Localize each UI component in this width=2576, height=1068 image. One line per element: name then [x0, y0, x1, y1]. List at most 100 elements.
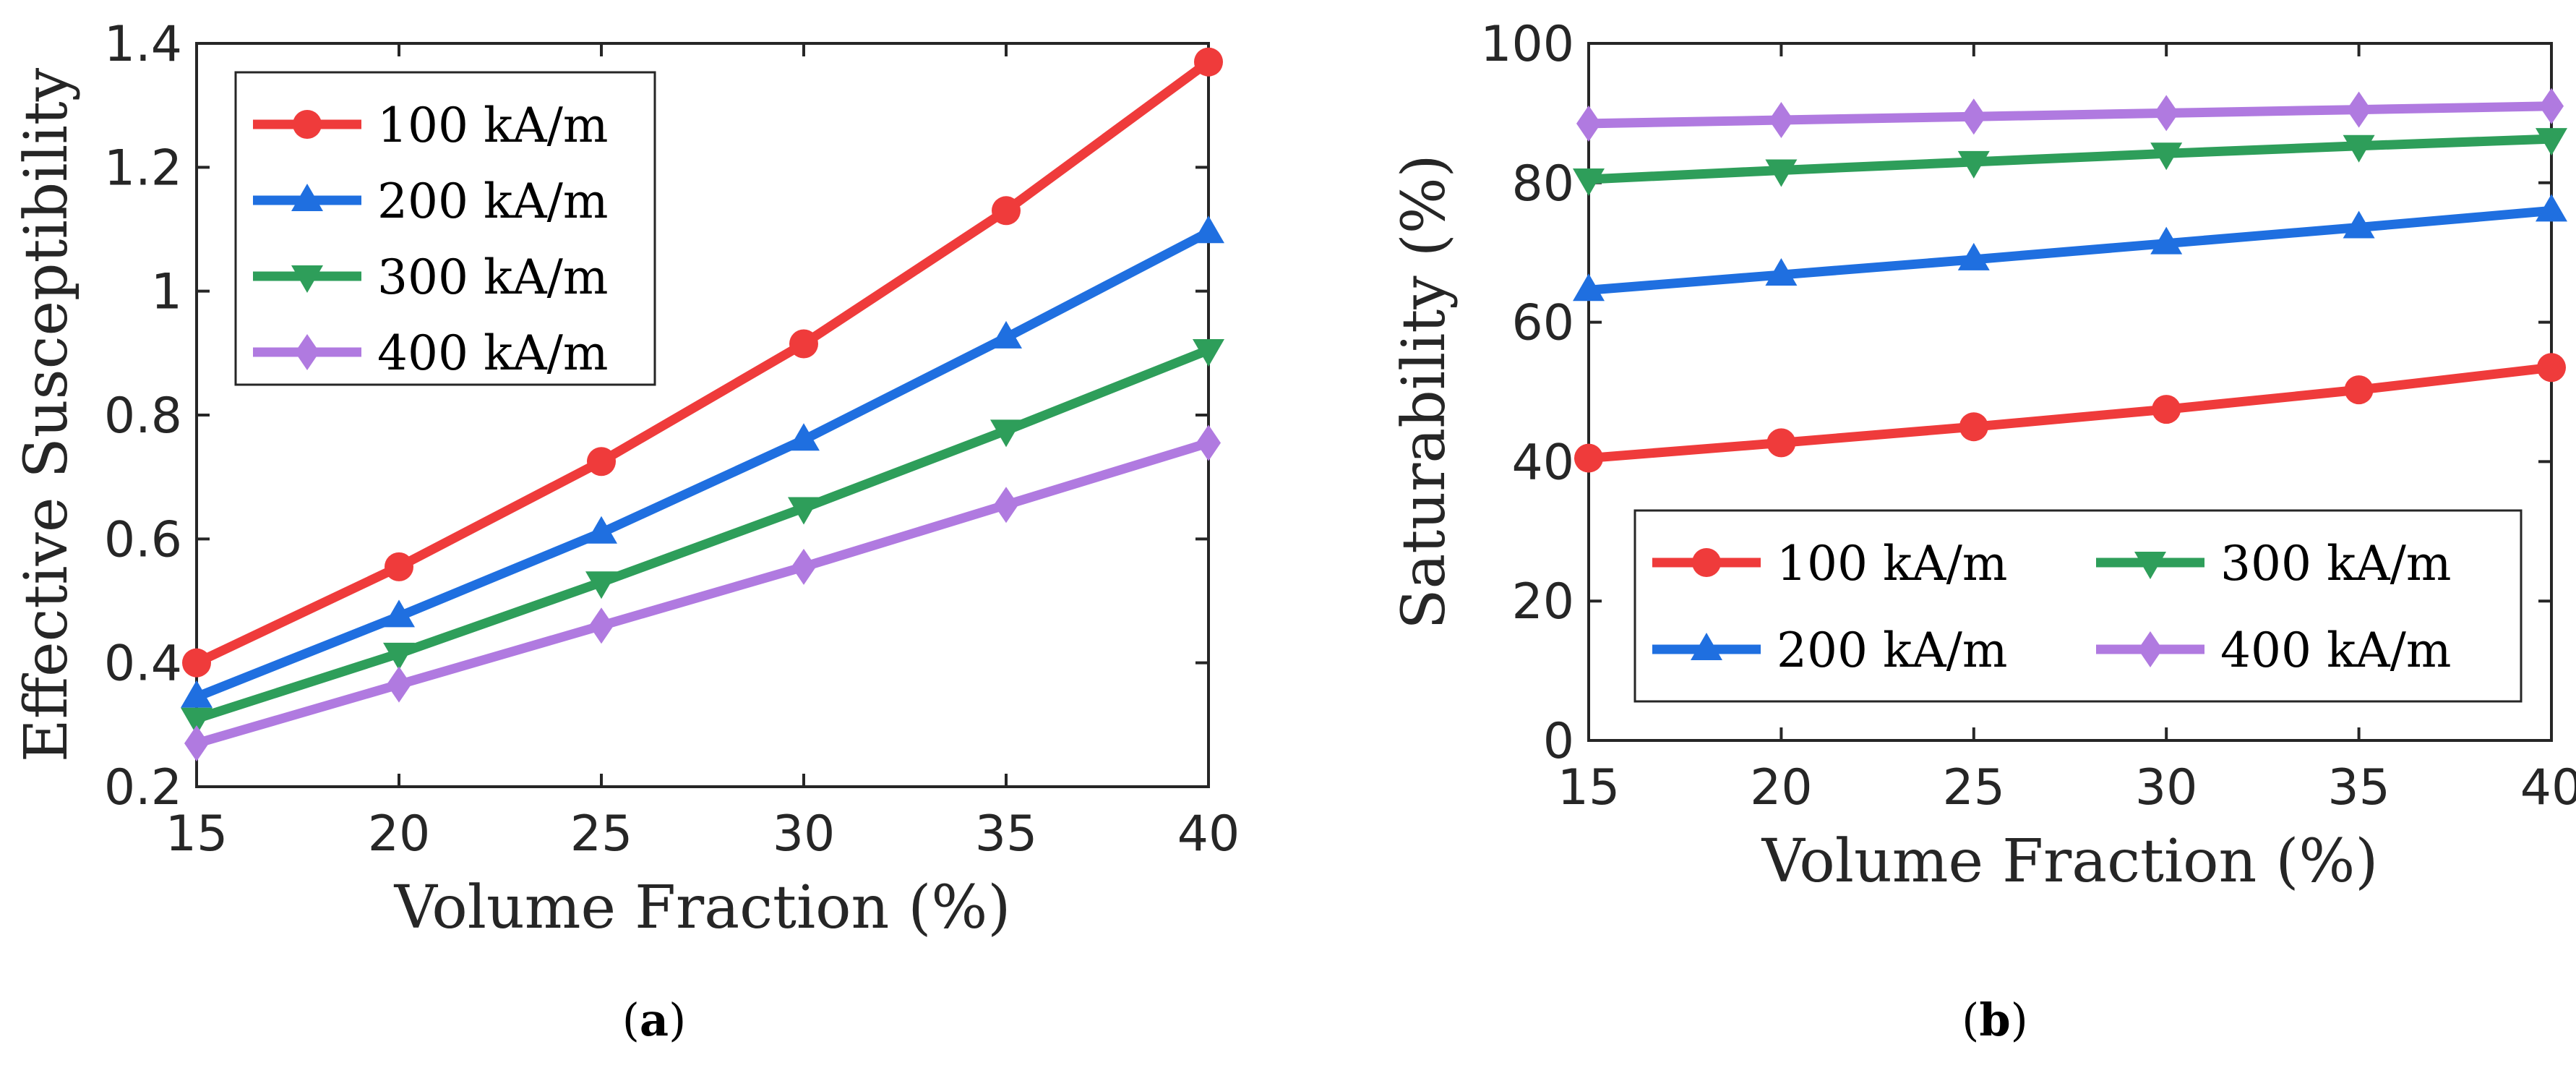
legend-box — [1633, 509, 2523, 703]
data-point — [587, 447, 616, 477]
data-point — [791, 548, 816, 585]
data-point — [2537, 353, 2566, 383]
x-tick-label: 30 — [773, 806, 836, 863]
legend-entry: 100 kA/m — [253, 98, 608, 153]
data-point — [1574, 443, 1603, 473]
x-tick-label: 25 — [570, 806, 633, 863]
data-point — [992, 196, 1021, 226]
data-point — [2539, 87, 2564, 124]
y-tick-label: 0 — [1543, 713, 1574, 770]
caption-b: (b) — [1962, 994, 2028, 1046]
chart-b-saturability: 15 20 25 30 35 40 0 20 40 60 80 100 Volume Fraction … — [1390, 16, 2576, 896]
legend-entry: 300 kA/m — [2096, 536, 2451, 591]
series-3 — [184, 424, 1221, 762]
series-1 — [181, 215, 1224, 708]
y-tick-label: 0.2 — [104, 759, 182, 816]
data-point — [1961, 98, 1986, 135]
series-line — [1588, 101, 2552, 129]
data-point — [1957, 150, 1990, 179]
data-point — [1193, 339, 1224, 367]
x-tick-label: 35 — [2327, 759, 2390, 816]
data-point — [2536, 194, 2567, 222]
data-point — [1766, 428, 1796, 458]
data-point — [383, 642, 415, 670]
legend-entry: 400 kA/m — [253, 325, 608, 381]
data-point — [383, 599, 415, 628]
y-tick-label: 0.8 — [104, 388, 182, 445]
data-point — [1573, 168, 1605, 196]
legend-entry: 100 kA/m — [1652, 536, 2007, 591]
data-point — [789, 329, 818, 359]
legend-entry: 200 kA/m — [253, 174, 608, 229]
data-point — [2344, 375, 2374, 405]
legend-marker — [1691, 633, 1722, 660]
legend-marker — [1692, 548, 1721, 577]
legend-label: 300 kA/m — [2220, 536, 2451, 591]
y-tick-label: 1.4 — [104, 16, 182, 73]
x-tick-label: 15 — [166, 806, 228, 863]
data-point — [2343, 134, 2375, 163]
legend-marker — [295, 334, 319, 370]
data-point — [1196, 424, 1221, 461]
legend-marker — [291, 184, 323, 211]
legend-label: 100 kA/m — [377, 98, 608, 153]
data-point — [1765, 258, 1798, 286]
y-tick-label: 100 — [1480, 16, 1574, 73]
x-axis-title: Volume Fraction (%) — [1761, 827, 2379, 896]
x-tick-label: 20 — [1750, 759, 1813, 816]
data-point — [990, 419, 1022, 448]
y-tick-label: 80 — [1511, 155, 1574, 213]
y-tick-label: 0.4 — [104, 636, 182, 693]
data-point — [182, 648, 211, 678]
data-point — [2150, 226, 2183, 255]
legend-entry: 400 kA/m — [2096, 623, 2451, 678]
legend-label: 200 kA/m — [377, 174, 608, 229]
legend-label: 400 kA/m — [377, 325, 608, 381]
x-tick-label: 20 — [368, 806, 431, 863]
data-point — [1194, 47, 1223, 77]
data-point — [387, 666, 411, 703]
legend-entry: 300 kA/m — [253, 249, 608, 305]
caption-a: (a) — [622, 994, 687, 1046]
x-tick-label: 25 — [1943, 759, 2006, 816]
data-point — [184, 725, 209, 762]
legend-label: 100 kA/m — [1777, 536, 2007, 591]
data-point — [2152, 395, 2181, 424]
series-0 — [1574, 353, 2566, 473]
y-tick-label: 40 — [1511, 434, 1574, 491]
data-point — [1959, 412, 1988, 442]
y-axis-title: Effective Susceptibility — [12, 67, 81, 762]
legend-label: 200 kA/m — [1777, 623, 2007, 678]
series-line — [194, 228, 1211, 701]
data-point — [2154, 95, 2179, 132]
data-point — [2536, 128, 2567, 156]
data-point — [1193, 215, 1224, 244]
y-axis-title: Saturability (%) — [1390, 154, 1459, 629]
data-point — [1765, 159, 1798, 187]
x-tick-label: 40 — [2520, 759, 2576, 816]
legend-marker — [293, 110, 322, 139]
data-point — [1576, 105, 1601, 142]
data-point — [990, 320, 1022, 349]
chart-a-effective-susceptibility: 15 20 25 30 35 40 0.2 0.4 0.6 0.8 1 1.2 1.4 Volume Fr… — [12, 16, 1240, 942]
y-tick-label: 60 — [1511, 295, 1574, 352]
x-tick-label: 40 — [1177, 806, 1240, 863]
data-point — [181, 707, 212, 735]
data-point — [788, 497, 820, 525]
series-2 — [181, 339, 1224, 735]
legend-marker — [2134, 552, 2166, 579]
y-tick-label: 0.6 — [104, 511, 182, 568]
series-0 — [182, 47, 1223, 678]
legend-label: 400 kA/m — [2220, 623, 2451, 678]
data-point — [788, 423, 820, 451]
data-point — [2150, 142, 2183, 171]
y-tick-label: 1.2 — [104, 140, 182, 197]
data-point — [1769, 102, 1794, 139]
legend-label: 300 kA/m — [377, 249, 608, 305]
data-point — [385, 552, 413, 581]
data-point — [2343, 210, 2375, 239]
data-point — [1573, 273, 1605, 302]
x-tick-label: 15 — [1558, 759, 1620, 816]
y-tick-label: 20 — [1511, 573, 1574, 631]
